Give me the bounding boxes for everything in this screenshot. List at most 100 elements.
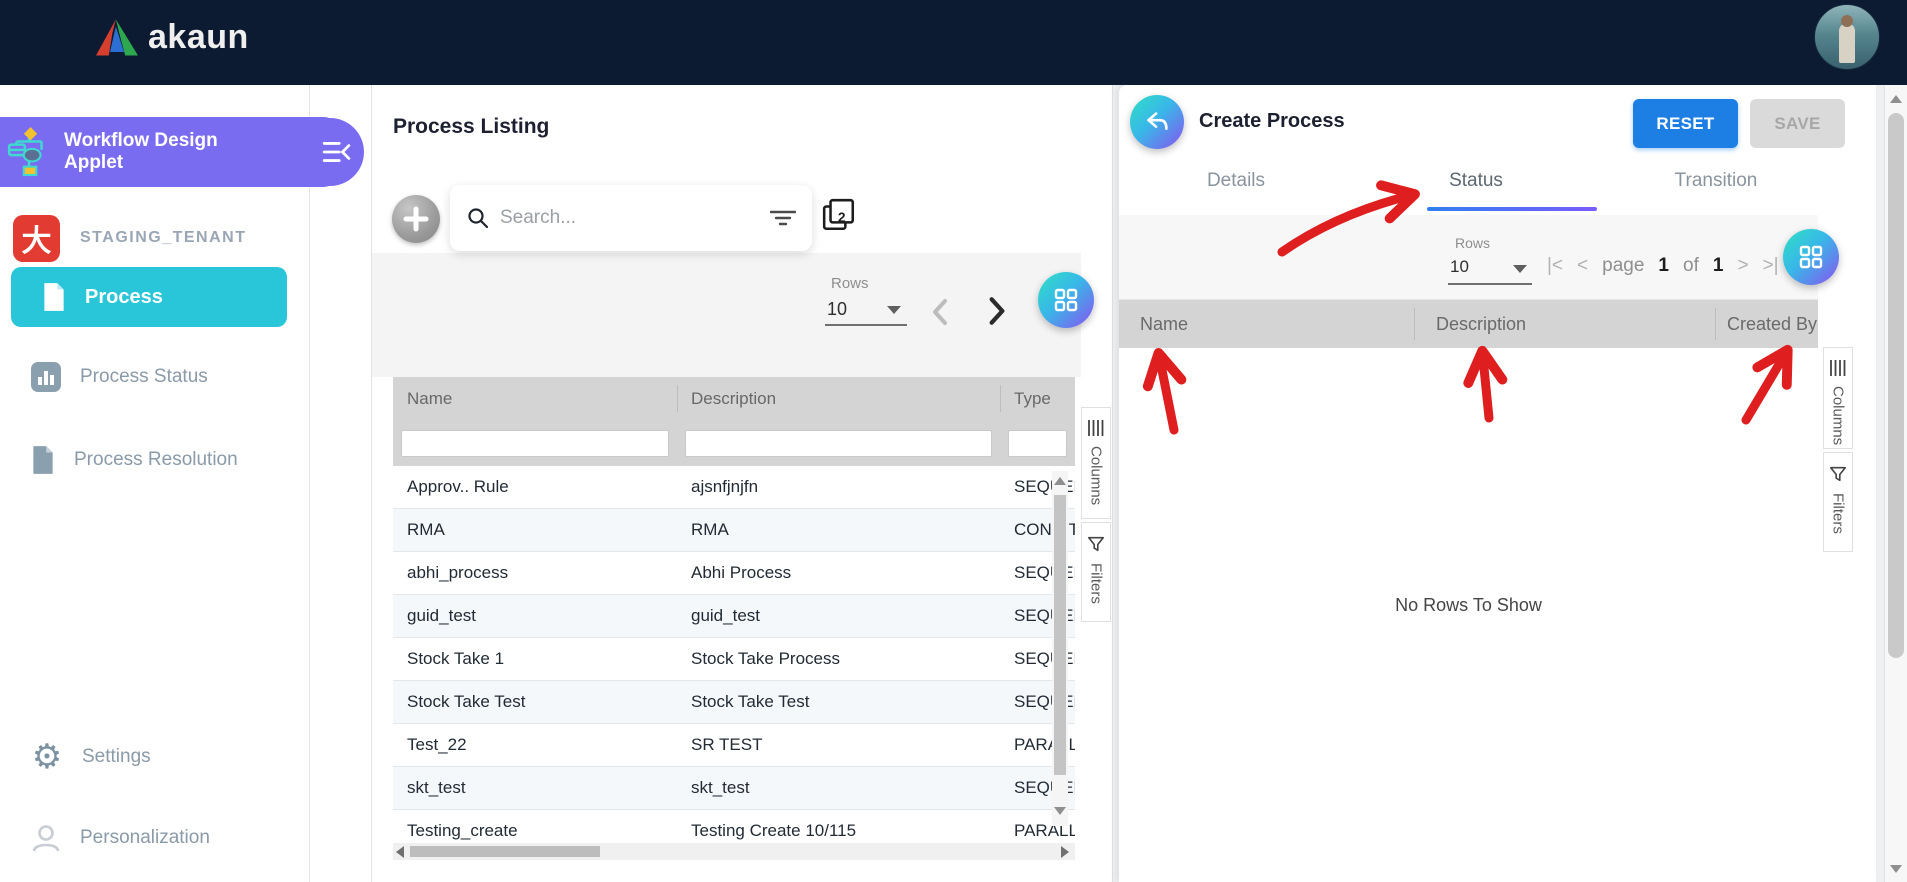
- columns-tab-label: Columns: [1829, 386, 1847, 446]
- vertical-scroll-thumb[interactable]: [1054, 495, 1066, 775]
- user-avatar[interactable]: [1814, 4, 1880, 70]
- columns-icon: [1088, 420, 1104, 436]
- scroll-right-icon[interactable]: [1061, 846, 1069, 858]
- rows-per-page-value[interactable]: 10: [827, 299, 848, 319]
- table-row[interactable]: RMA RMA CONDITIONAL: [393, 509, 1075, 552]
- listing-toolbar-strip: [372, 253, 1081, 377]
- window-scrollbar[interactable]: [1884, 85, 1907, 882]
- tab-details[interactable]: Details: [1206, 170, 1266, 191]
- avatar-figure: [1839, 23, 1855, 63]
- column-header-name[interactable]: Name: [407, 388, 453, 408]
- grid-icon: [1799, 245, 1823, 269]
- filter-list-icon[interactable]: [770, 209, 796, 227]
- search-input[interactable]: [500, 207, 760, 229]
- filters-side-tab[interactable]: Filters: [1823, 452, 1853, 552]
- cell-name: Testing_create: [407, 821, 518, 840]
- collapse-menu-icon: [322, 142, 351, 162]
- table-row[interactable]: Test_22 SR TEST PARALLEL: [393, 724, 1075, 767]
- columns-side-tab[interactable]: Columns: [1081, 407, 1111, 519]
- cell-description: guid_test: [691, 606, 760, 625]
- sidebar-item-process-status[interactable]: Process Status: [0, 357, 310, 397]
- sidebar-item-personalization[interactable]: Personalization: [0, 818, 310, 858]
- tab-status[interactable]: Status: [1449, 170, 1503, 191]
- filters-side-tab[interactable]: Filters: [1081, 522, 1111, 622]
- sidebar-gutter: [310, 85, 372, 882]
- table-row[interactable]: abhi_process Abhi Process SEQUENTIAL: [393, 552, 1075, 595]
- process-table: Name Description Type Approv.. Rule ajsn…: [393, 377, 1075, 843]
- sidebar-item-label: Personalization: [80, 827, 210, 848]
- last-page-icon[interactable]: >|: [1762, 255, 1779, 276]
- grid-icon: [1054, 288, 1078, 312]
- horizontal-scroll-thumb[interactable]: [410, 846, 600, 857]
- column-header-description[interactable]: Description: [1414, 300, 1715, 348]
- table-row[interactable]: Stock Take Test Stock Take Test SEQUENTI…: [393, 681, 1075, 724]
- rows-select-caret-icon[interactable]: [1513, 265, 1527, 273]
- layout-grid-button[interactable]: [1038, 272, 1094, 328]
- scroll-up-icon[interactable]: [1054, 477, 1066, 485]
- name-filter-input[interactable]: [401, 429, 669, 457]
- document-icon: [44, 283, 64, 311]
- previous-page-icon[interactable]: <: [1577, 255, 1589, 276]
- table-header-row: Name Description Type: [393, 377, 1075, 420]
- table-filter-row: [393, 420, 1075, 466]
- bar-chart-icon: [31, 362, 61, 392]
- scroll-up-icon[interactable]: [1890, 95, 1902, 103]
- next-page-chevron[interactable]: [984, 295, 1010, 327]
- table-row[interactable]: guid_test guid_test SEQUENTIAL: [393, 595, 1075, 638]
- avatar-head: [1841, 15, 1853, 27]
- filters-tab-label: Filters: [1829, 493, 1847, 534]
- column-header-created-by[interactable]: Created By: [1715, 300, 1818, 348]
- table-row[interactable]: Stock Take 1 Stock Take Process SEQUENTI…: [393, 638, 1075, 681]
- columns-side-tab[interactable]: Columns: [1823, 347, 1853, 449]
- cell-description: SR TEST: [691, 735, 763, 754]
- scroll-left-icon[interactable]: [396, 846, 404, 858]
- cell-description: Stock Take Test: [691, 692, 810, 711]
- create-process-panel: Create Process RESET SAVE Details Status…: [1119, 85, 1876, 882]
- columns-icon: [1830, 360, 1846, 376]
- rows-select-underline: [1448, 283, 1532, 285]
- back-button[interactable]: [1130, 95, 1184, 149]
- rows-per-page-label: Rows: [1455, 235, 1491, 251]
- table-row[interactable]: Approv.. Rule ajsnfjnjfn SEQUENTIAL: [393, 466, 1075, 509]
- cell-name: Approv.. Rule: [407, 477, 509, 496]
- scroll-down-icon[interactable]: [1054, 807, 1066, 815]
- applet-title: Workflow Design Applet: [64, 130, 218, 173]
- sidebar-item-label: Settings: [82, 746, 151, 767]
- sidebar-collapse-button[interactable]: [316, 134, 356, 170]
- detail-table-header-row: Name Description Created By: [1119, 300, 1818, 348]
- previous-page-chevron[interactable]: [928, 297, 952, 327]
- scroll-down-icon[interactable]: [1890, 865, 1902, 873]
- sidebar-item-tenant[interactable]: 大 STAGING_TENANT: [13, 213, 293, 263]
- sidebar-item-process-resolution[interactable]: Process Resolution: [0, 440, 310, 480]
- current-page-number: 1: [1658, 255, 1669, 276]
- table-horizontal-scrollbar[interactable]: [393, 843, 1075, 860]
- table-row[interactable]: skt_test skt_test SEQUENTIAL: [393, 767, 1075, 810]
- search-icon: [468, 208, 489, 229]
- add-process-button[interactable]: [392, 195, 440, 243]
- of-word: of: [1683, 255, 1699, 276]
- sidebar-item-process[interactable]: Process: [11, 267, 287, 327]
- duplicate-pages-button[interactable]: 2: [821, 197, 857, 238]
- save-button[interactable]: SAVE: [1750, 99, 1845, 148]
- column-header-description[interactable]: Description: [677, 377, 1000, 420]
- table-vertical-scrollbar[interactable]: [1052, 471, 1068, 826]
- description-filter-input[interactable]: [685, 429, 992, 457]
- type-filter-input[interactable]: [1008, 429, 1067, 457]
- rows-per-page-value[interactable]: 10: [1450, 257, 1469, 276]
- cell-name: guid_test: [407, 606, 476, 625]
- rows-select-caret-icon[interactable]: [887, 306, 901, 314]
- layout-grid-button[interactable]: [1783, 229, 1839, 285]
- sidebar-item-settings[interactable]: ⚙ Settings: [0, 737, 310, 777]
- workflow-diagram-icon: [7, 127, 43, 177]
- reset-button[interactable]: RESET: [1633, 99, 1738, 148]
- cell-name: Stock Take 1: [407, 649, 505, 668]
- table-row[interactable]: Testing_create Testing Create 10/115 PAR…: [393, 810, 1075, 843]
- tab-transition[interactable]: Transition: [1674, 170, 1758, 191]
- next-page-icon[interactable]: >: [1737, 255, 1749, 276]
- window-scroll-thumb[interactable]: [1888, 113, 1904, 658]
- first-page-icon[interactable]: |<: [1547, 255, 1564, 276]
- column-header-type[interactable]: Type: [1000, 377, 1075, 420]
- filter-funnel-icon: [1087, 536, 1105, 552]
- document-icon: [33, 446, 53, 474]
- column-header-name[interactable]: Name: [1140, 313, 1189, 334]
